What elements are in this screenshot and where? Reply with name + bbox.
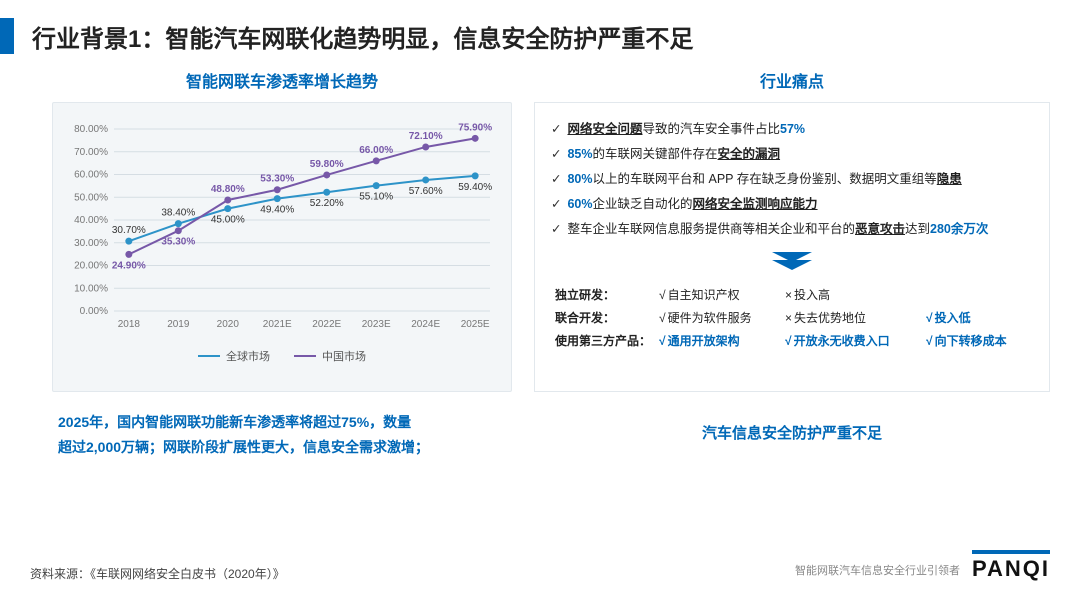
svg-text:35.30%: 35.30% (161, 237, 195, 248)
svg-text:0.00%: 0.00% (80, 306, 108, 317)
svg-text:59.80%: 59.80% (310, 159, 344, 170)
svg-text:24.90%: 24.90% (112, 260, 146, 271)
svg-text:53.30%: 53.30% (260, 174, 294, 185)
svg-text:52.20%: 52.20% (310, 198, 344, 209)
comparison-row: 独立研发：自主知识产权投入高 (551, 283, 1033, 306)
svg-text:72.10%: 72.10% (409, 131, 443, 142)
left-summary-line2: 超过2,000万辆；网联阶段扩展性更大，信息安全需求激增； (58, 435, 506, 460)
legend-label-global: 全球市场 (226, 348, 270, 364)
footer-right: 智能网联汽车信息安全行业引领者 PANQI (795, 550, 1050, 582)
svg-text:38.40%: 38.40% (161, 208, 195, 219)
svg-text:2023E: 2023E (362, 319, 391, 330)
left-summary-line1: 2025年，国内智能网联功能新车渗透率将超过75%，数量 (58, 410, 506, 435)
pain-points-title: 行业痛点 (534, 68, 1050, 92)
svg-text:66.00%: 66.00% (359, 145, 393, 156)
svg-text:45.00%: 45.00% (211, 215, 245, 226)
svg-text:40.00%: 40.00% (74, 215, 108, 226)
title-bar: 行业背景1：智能汽车网联化趋势明显，信息安全防护严重不足 (0, 0, 1080, 54)
svg-text:2020: 2020 (217, 319, 240, 330)
brand-logo: PANQI (972, 550, 1050, 582)
svg-text:2021E: 2021E (263, 319, 292, 330)
page-title: 行业背景1：智能汽车网联化趋势明显，信息安全防护严重不足 (32, 19, 693, 54)
left-column: 智能网联车渗透率增长趋势 0.00% 10.00% 20.00% 30.00% 40.0… (52, 68, 512, 460)
pain-item: 整车企业车联网信息服务提供商等相关企业和平台的恶意攻击达到280余万次 (551, 217, 1033, 242)
chart-title: 智能网联车渗透率增长趋势 (52, 68, 512, 92)
comparison-row: 联合开发：硬件为软件服务失去优势地位投入低 (551, 306, 1033, 329)
chart-panel: 0.00% 10.00% 20.00% 30.00% 40.00% 50.00% 60.00… (52, 102, 512, 392)
svg-text:2018: 2018 (118, 319, 141, 330)
comparison-table: 独立研发：自主知识产权投入高联合开发：硬件为软件服务失去优势地位投入低使用第三方… (551, 283, 1033, 352)
pain-item: 网络安全问题导致的汽车安全事件占比57% (551, 117, 1033, 142)
svg-text:20.00%: 20.00% (74, 261, 108, 272)
svg-text:30.00%: 30.00% (74, 238, 108, 249)
comparison-row: 使用第三方产品：通用开放架构开放永无收费入口向下转移成本 (551, 329, 1033, 352)
svg-text:30.70%: 30.70% (112, 225, 146, 236)
legend-swatch-global (198, 355, 220, 357)
footer: 资料来源：《车联网网络安全白皮书（2020年）》 智能网联汽车信息安全行业引领者… (30, 550, 1050, 582)
svg-text:80.00%: 80.00% (74, 124, 108, 135)
svg-text:2019: 2019 (167, 319, 190, 330)
pain-item: 85%的车联网关键部件存在安全的漏洞 (551, 142, 1033, 167)
pain-points-panel: 网络安全问题导致的汽车安全事件占比57%85%的车联网关键部件存在安全的漏洞80… (534, 102, 1050, 392)
svg-text:10.00%: 10.00% (74, 283, 108, 294)
title-accent-block (0, 18, 14, 54)
svg-text:2024E: 2024E (411, 319, 440, 330)
content-row: 智能网联车渗透率增长趋势 0.00% 10.00% 20.00% 30.00% 40.0… (0, 54, 1080, 460)
pain-item: 80%以上的车联网平台和 APP 存在缺乏身份鉴别、数据明文重组等隐患 (551, 167, 1033, 192)
svg-text:70.00%: 70.00% (74, 147, 108, 158)
left-summary: 2025年，国内智能网联功能新车渗透率将超过75%，数量 超过2,000万辆；网… (52, 410, 512, 460)
legend-swatch-china (294, 355, 316, 357)
legend-china: 中国市场 (294, 348, 366, 364)
arrow-down-icon (551, 252, 1033, 275)
legend-label-china: 中国市场 (322, 348, 366, 364)
chart-legend: 全球市场 中国市场 (61, 348, 503, 364)
penetration-chart: 0.00% 10.00% 20.00% 30.00% 40.00% 50.00% 60.00… (61, 115, 503, 335)
svg-text:75.90%: 75.90% (458, 122, 492, 133)
svg-text:2022E: 2022E (312, 319, 341, 330)
footer-source: 资料来源：《车联网网络安全白皮书（2020年）》 (30, 565, 285, 582)
footer-tagline: 智能网联汽车信息安全行业引领者 (795, 562, 960, 578)
svg-text:55.10%: 55.10% (359, 192, 393, 203)
svg-text:2025E: 2025E (461, 319, 490, 330)
svg-text:48.80%: 48.80% (211, 184, 245, 195)
svg-text:49.40%: 49.40% (260, 205, 294, 216)
legend-global: 全球市场 (198, 348, 270, 364)
right-summary: 汽车信息安全防护严重不足 (534, 422, 1050, 443)
right-column: 行业痛点 网络安全问题导致的汽车安全事件占比57%85%的车联网关键部件存在安全… (534, 68, 1050, 460)
pain-list: 网络安全问题导致的汽车安全事件占比57%85%的车联网关键部件存在安全的漏洞80… (551, 117, 1033, 242)
svg-text:60.00%: 60.00% (74, 170, 108, 181)
svg-text:59.40%: 59.40% (458, 182, 492, 193)
svg-text:57.60%: 57.60% (409, 186, 443, 197)
pain-item: 60%企业缺乏自动化的网络安全监测响应能力 (551, 192, 1033, 217)
svg-text:50.00%: 50.00% (74, 192, 108, 203)
